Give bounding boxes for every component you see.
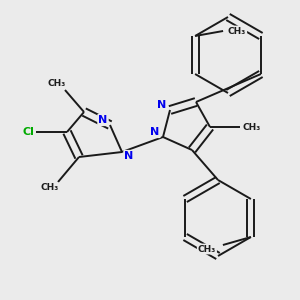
Text: N: N (158, 100, 166, 110)
Text: N: N (150, 127, 160, 137)
Text: CH₃: CH₃ (228, 26, 246, 35)
Text: N: N (124, 151, 134, 161)
Text: N: N (98, 115, 108, 125)
Text: CH₃: CH₃ (198, 244, 216, 253)
Text: CH₃: CH₃ (48, 79, 66, 88)
Text: CH₃: CH₃ (41, 184, 59, 193)
Text: CH₃: CH₃ (243, 122, 261, 131)
Text: Cl: Cl (22, 127, 34, 137)
